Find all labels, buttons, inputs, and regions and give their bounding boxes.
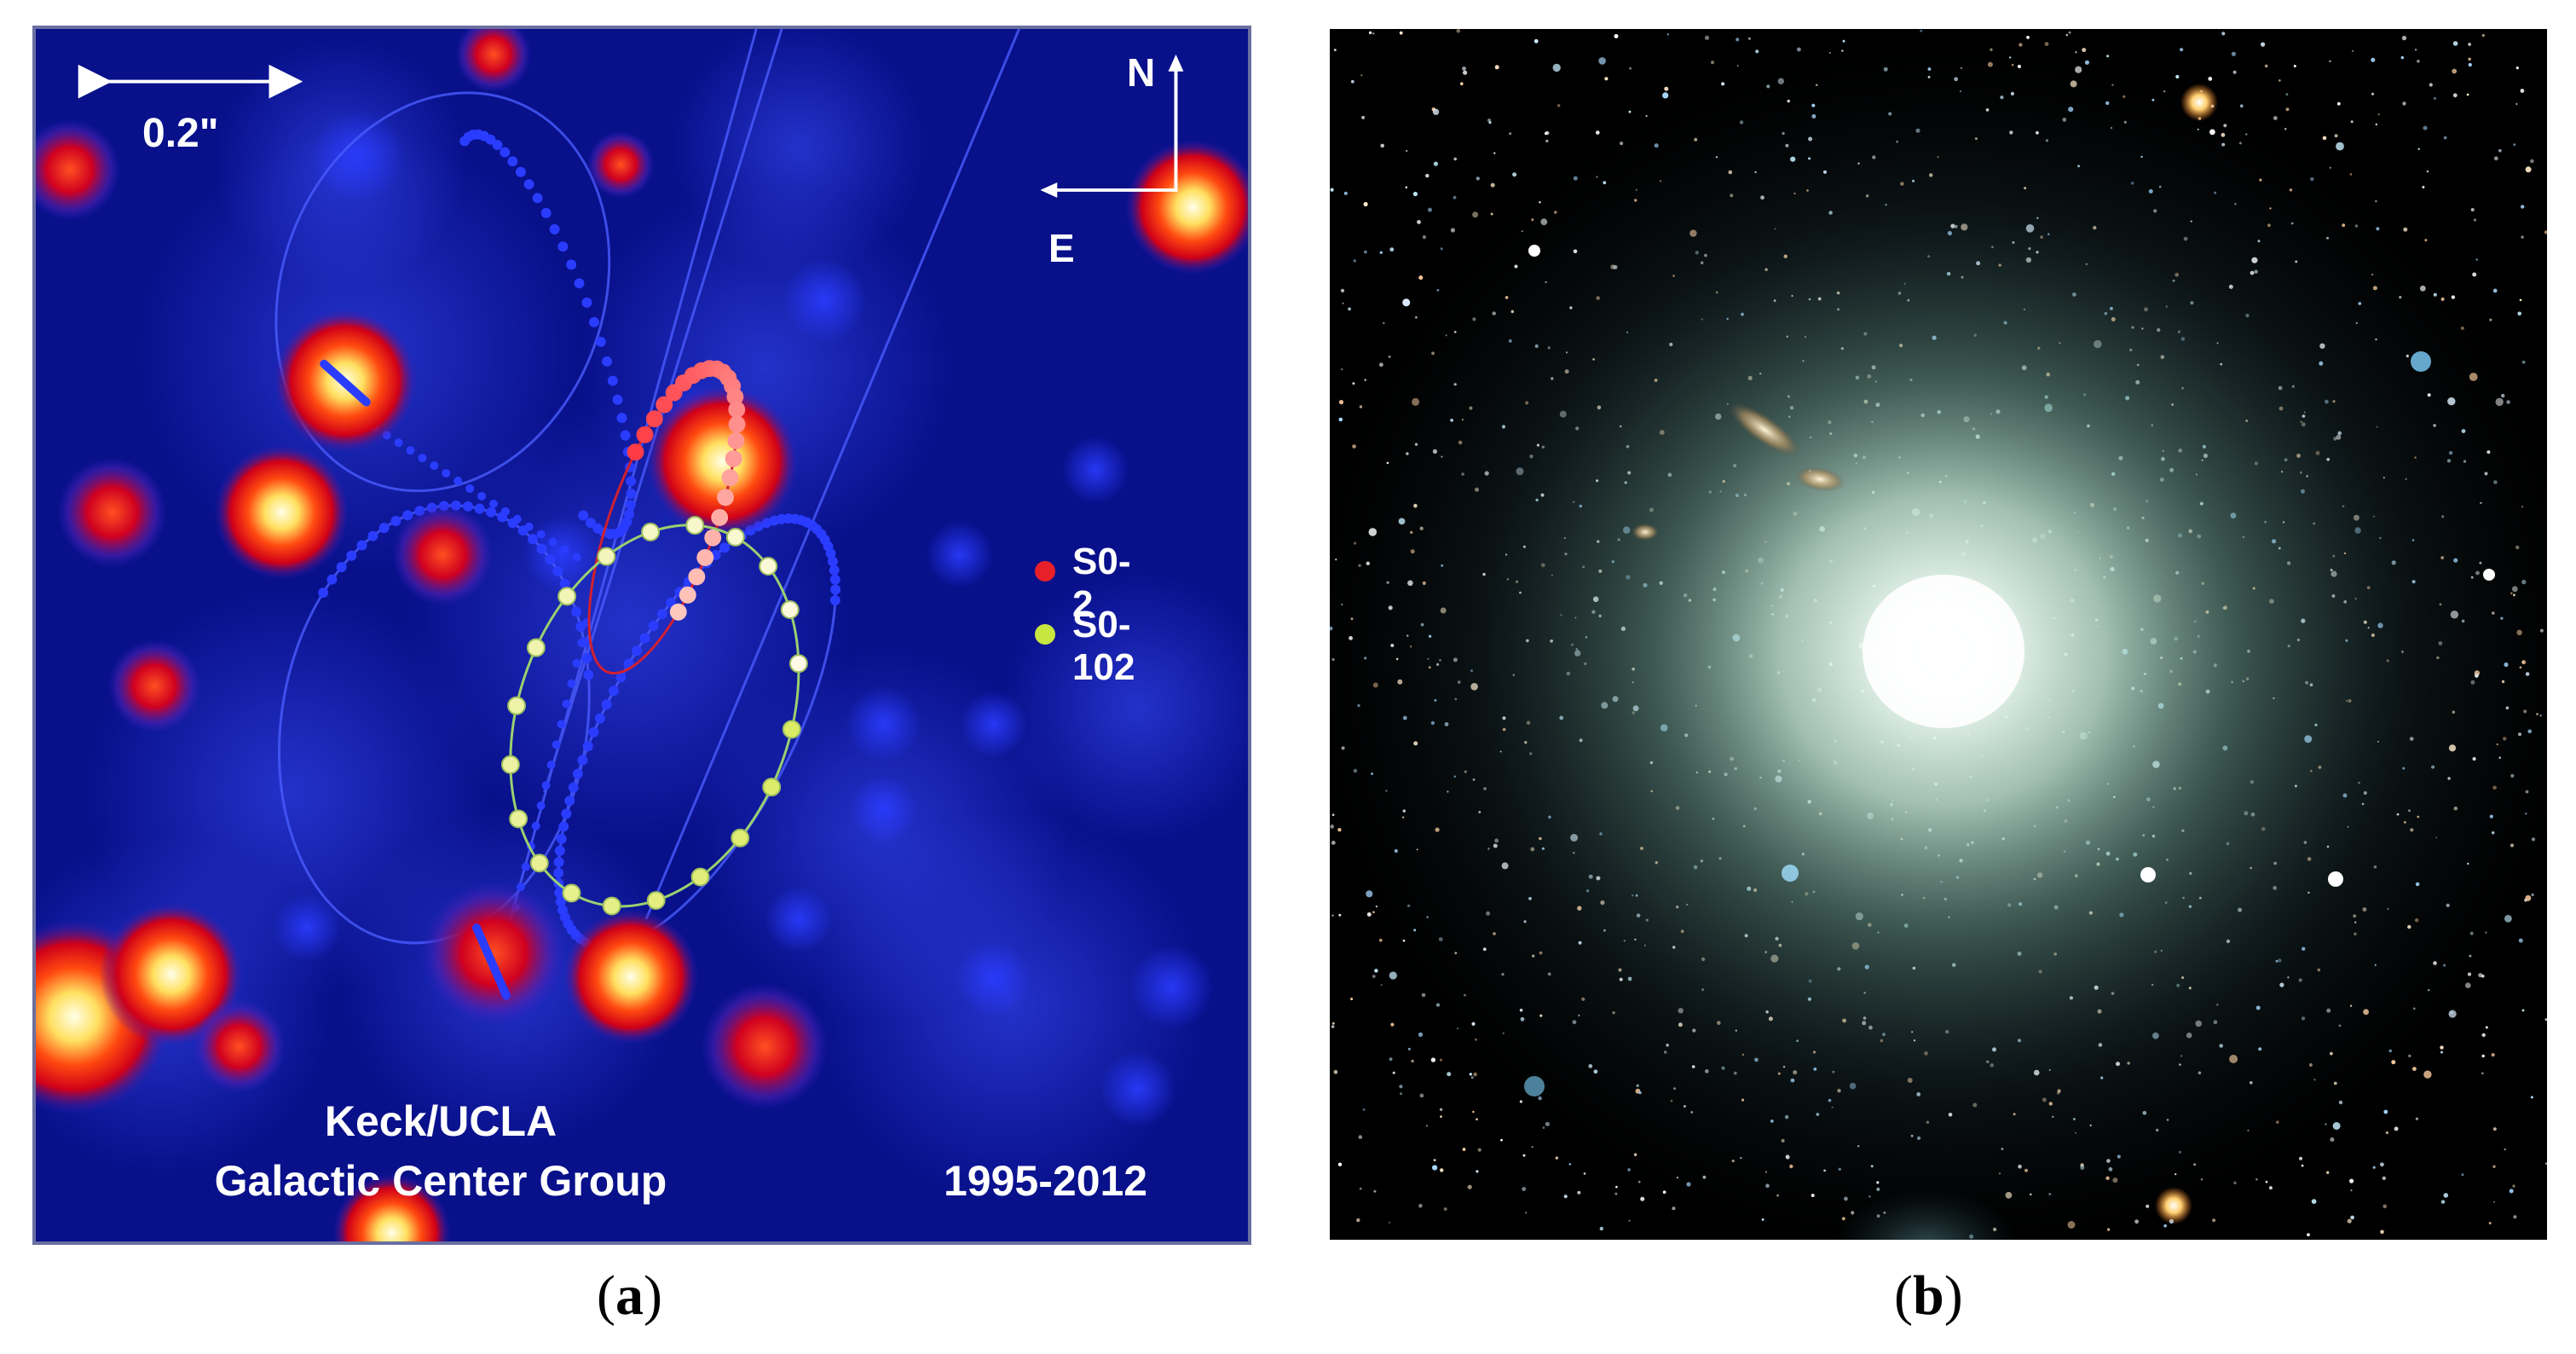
elliptical-galaxy-graphic xyxy=(1330,29,2547,1240)
scale-bar-label: 0.2" xyxy=(142,111,219,156)
caption-a-open: ( xyxy=(597,1264,615,1327)
edge-glow xyxy=(1834,1189,2019,1240)
s0-102-orbit xyxy=(500,516,808,916)
caption-a-letter: a xyxy=(615,1264,644,1327)
companion-galaxies xyxy=(1632,402,1845,541)
caption-b-letter: b xyxy=(1912,1264,1944,1327)
credit-line-2: Galactic Center Group xyxy=(214,1157,667,1205)
orbit-tracks xyxy=(318,129,841,948)
caption-a: (a) xyxy=(597,1264,662,1328)
galaxy-core xyxy=(1863,575,2024,728)
compass-north-label: N xyxy=(1127,50,1156,95)
bright-foreground-stars xyxy=(1524,84,2495,1224)
galactic-center-orbits-image: 0.2" N E S0-2 S0-102 Keck/UCLA Galactic … xyxy=(32,26,1251,1245)
galactic-center-graphic xyxy=(36,29,1248,1241)
legend-swatch-s0-102 xyxy=(1035,624,1055,645)
credit-text: Keck/UCLA Galactic Center Group xyxy=(36,1091,846,1211)
credit-line-1: Keck/UCLA xyxy=(324,1097,557,1145)
date-range-label: 1995-2012 xyxy=(944,1157,1148,1205)
legend-label-s0-2: S0-2 xyxy=(1072,541,1131,625)
caption-a-close: ) xyxy=(643,1264,662,1327)
caption-b-open: ( xyxy=(1894,1264,1913,1327)
caption-b: (b) xyxy=(1894,1264,1963,1328)
compass xyxy=(1040,54,1184,198)
legend-swatch-s0-2 xyxy=(1035,561,1055,582)
s0-2-orbit xyxy=(587,360,746,675)
compass-east-label: E xyxy=(1048,226,1075,270)
caption-b-close: ) xyxy=(1944,1264,1963,1327)
elliptical-galaxy-image xyxy=(1330,29,2547,1240)
legend-label-s0-102: S0-102 xyxy=(1072,604,1135,688)
star-streaks xyxy=(320,359,511,1000)
